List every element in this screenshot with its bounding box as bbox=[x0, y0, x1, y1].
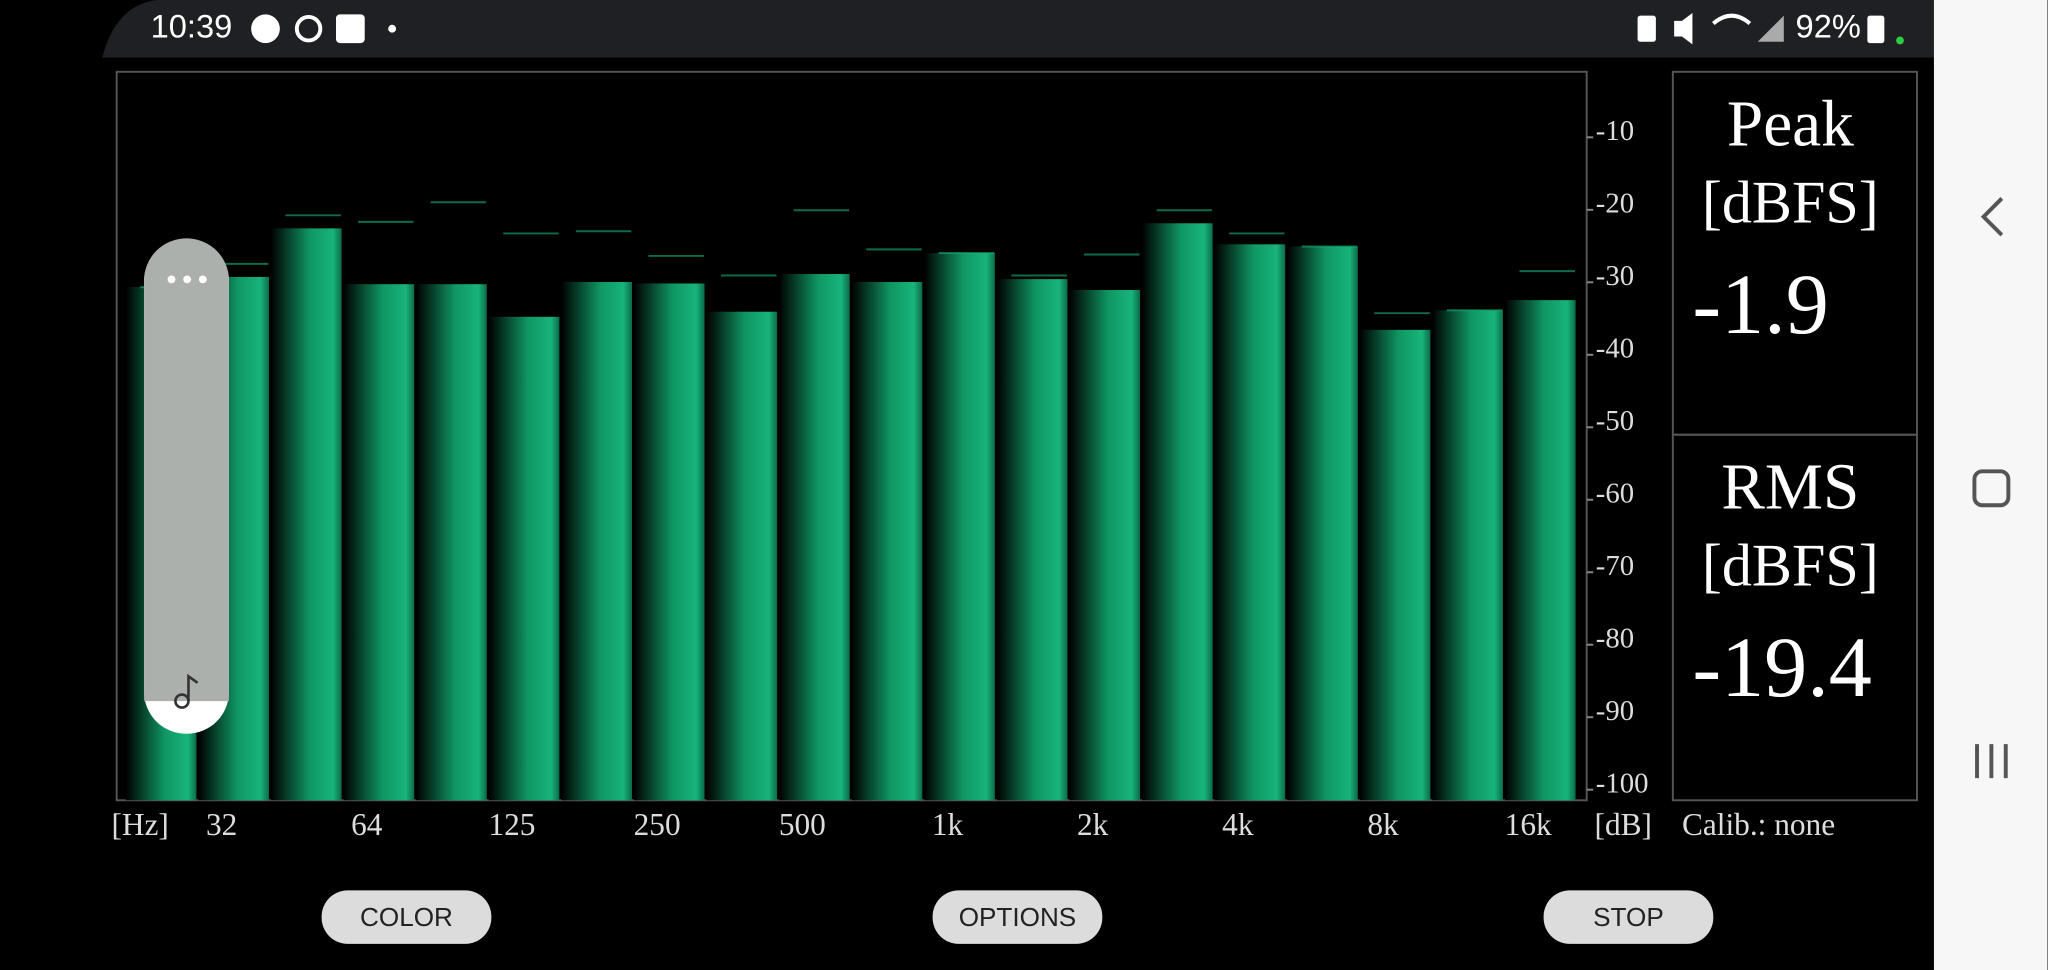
floating-handle[interactable] bbox=[144, 238, 229, 734]
bar bbox=[1504, 300, 1576, 801]
bar bbox=[1287, 246, 1358, 801]
bar bbox=[1214, 244, 1286, 801]
peak-unit: [dBFS] bbox=[1702, 169, 1879, 236]
y-tick-label: -10 bbox=[1596, 115, 1634, 147]
bar bbox=[633, 283, 705, 801]
bar bbox=[1069, 289, 1141, 801]
threads-icon bbox=[294, 15, 323, 43]
handle-body bbox=[144, 238, 229, 702]
color-button[interactable] bbox=[321, 890, 492, 944]
bar bbox=[779, 274, 850, 801]
y-tick-label: -60 bbox=[1596, 477, 1634, 509]
handle-dot bbox=[167, 275, 176, 284]
stop-button-label[interactable]: STOP bbox=[1593, 902, 1664, 932]
x-tick-label: 125 bbox=[488, 807, 535, 842]
navigation-bar bbox=[1933, 0, 2048, 970]
y-unit: [dB] bbox=[1595, 807, 1652, 842]
peak-title: Peak bbox=[1727, 89, 1854, 161]
peak-value: -1.9 bbox=[1692, 256, 1828, 352]
clock: 10:39 bbox=[151, 7, 233, 44]
bar bbox=[561, 282, 632, 801]
x-tick-label: 32 bbox=[206, 807, 237, 842]
bar bbox=[488, 316, 560, 801]
recents-button[interactable] bbox=[1975, 744, 2008, 779]
bar bbox=[851, 282, 923, 801]
bar bbox=[924, 253, 995, 801]
handle-dot bbox=[198, 275, 207, 284]
battery-saver-icon bbox=[1637, 15, 1656, 42]
mute-icon bbox=[1674, 13, 1693, 45]
bar bbox=[706, 311, 778, 801]
back-button[interactable] bbox=[1980, 197, 2004, 237]
music-icon-stem bbox=[187, 673, 199, 702]
rms-value: -19.4 bbox=[1692, 619, 1871, 715]
x-tick-label: 64 bbox=[351, 807, 383, 842]
x-unit: [Hz] bbox=[111, 807, 168, 842]
color-button-label[interactable]: COLOR bbox=[360, 902, 453, 932]
call-icon bbox=[251, 14, 280, 44]
wifi-icon bbox=[1712, 13, 1752, 26]
stop-button[interactable] bbox=[1543, 890, 1714, 944]
x-tick-label: 500 bbox=[779, 807, 826, 842]
y-tick-label: -30 bbox=[1596, 260, 1634, 292]
battery-percent: 92% bbox=[1796, 7, 1861, 44]
bar bbox=[996, 279, 1068, 801]
y-tick-label: -80 bbox=[1596, 622, 1634, 654]
x-tick-label: 2k bbox=[1077, 807, 1109, 842]
handle-dot bbox=[183, 275, 192, 284]
x-tick-label: 8k bbox=[1367, 807, 1399, 842]
x-tick-label: 4k bbox=[1222, 807, 1254, 842]
rms-title: RMS bbox=[1721, 451, 1859, 523]
calibration: Calib.: none bbox=[1682, 807, 1835, 842]
options-button[interactable] bbox=[932, 890, 1103, 944]
privacy-dot bbox=[1896, 36, 1904, 45]
linkedin-icon bbox=[335, 14, 365, 44]
x-tick-label: 16k bbox=[1505, 807, 1552, 842]
spectrum-chart: -10 -20 -30 -40 -50 -60 -70 -80 -90 -100 32 64 125 25… bbox=[125, 115, 1649, 842]
rms-unit: [dBFS] bbox=[1702, 532, 1879, 599]
options-button-label[interactable]: OPTIONS bbox=[959, 902, 1077, 932]
rms-panel bbox=[1671, 433, 1918, 802]
bar bbox=[416, 284, 487, 801]
notification-dot bbox=[388, 24, 397, 33]
y-tick-label: -70 bbox=[1596, 550, 1634, 582]
y-tick-label: -100 bbox=[1596, 767, 1649, 799]
y-tick-label: -50 bbox=[1596, 405, 1634, 437]
bar bbox=[270, 228, 342, 801]
battery-icon bbox=[1867, 15, 1885, 44]
bar bbox=[1142, 223, 1213, 801]
bar bbox=[343, 284, 415, 801]
home-button[interactable] bbox=[1972, 469, 2011, 508]
bar bbox=[1432, 310, 1503, 801]
y-tick-label: -20 bbox=[1596, 187, 1634, 219]
x-tick-label: 1k bbox=[932, 807, 964, 842]
bar bbox=[1359, 329, 1431, 801]
status-bar bbox=[102, 0, 1934, 58]
y-tick-label: -90 bbox=[1596, 695, 1634, 727]
x-tick-label: 250 bbox=[634, 807, 681, 842]
y-tick-label: -40 bbox=[1596, 332, 1634, 364]
